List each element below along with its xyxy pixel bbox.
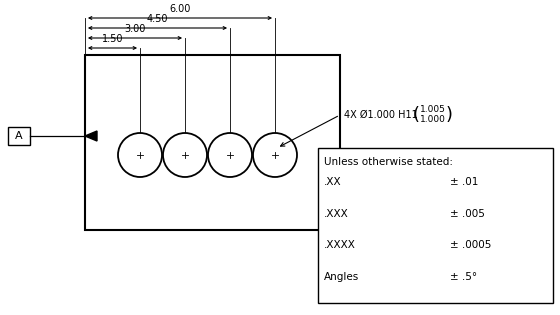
- Bar: [318, 148, 553, 303]
- Circle shape: [208, 133, 252, 177]
- Text: 1.50: 1.50: [102, 34, 123, 44]
- Text: ± .0005: ± .0005: [450, 240, 491, 250]
- Circle shape: [118, 133, 162, 177]
- Text: .XXX: .XXX: [324, 209, 349, 219]
- Circle shape: [163, 133, 207, 177]
- Text: 4X Ø1.000 H11: 4X Ø1.000 H11: [344, 110, 418, 120]
- Text: 4.50: 4.50: [147, 14, 168, 24]
- Text: .XXXX: .XXXX: [324, 240, 356, 250]
- Text: (: (: [412, 106, 419, 124]
- Text: A: A: [15, 131, 23, 141]
- Polygon shape: [85, 131, 97, 141]
- Text: ± .005: ± .005: [450, 209, 484, 219]
- Text: .XX: .XX: [324, 177, 342, 187]
- Text: 6.00: 6.00: [169, 4, 191, 14]
- Text: Unless otherwise stated:: Unless otherwise stated:: [324, 157, 453, 167]
- Text: Angles: Angles: [324, 272, 360, 282]
- Text: 1.000: 1.000: [420, 116, 446, 124]
- Bar: [85, 55, 340, 230]
- Text: ± .5°: ± .5°: [450, 272, 477, 282]
- Text: ± .01: ± .01: [450, 177, 478, 187]
- Text: 1.005: 1.005: [420, 106, 446, 114]
- Bar: [8, 127, 30, 145]
- Text: ): ): [446, 106, 453, 124]
- Circle shape: [253, 133, 297, 177]
- Text: 3.00: 3.00: [124, 24, 146, 34]
